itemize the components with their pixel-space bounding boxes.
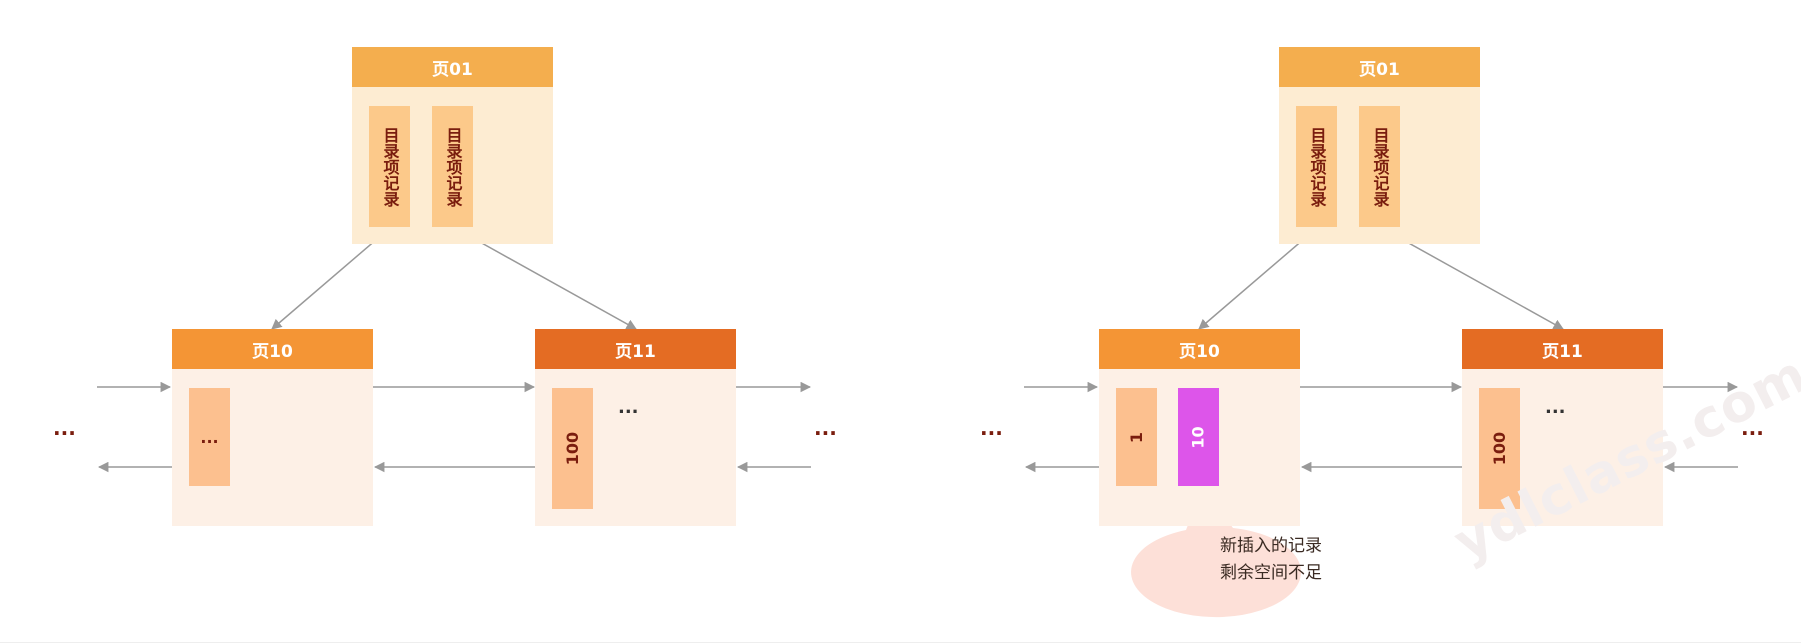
pointer-root-to-page10 [1198,226,1319,330]
page-title: 页10 [1099,329,1300,369]
callout-line-1: 新插入的记录 [1220,536,1322,556]
page-11: 页11 100 ... [1462,329,1663,526]
user-record: 100 [552,388,593,509]
directory-record: 目录项记录 [369,106,410,227]
pointer-root-to-page11 [1379,226,1564,330]
page-10: 页10 1 10 [1099,329,1300,526]
pointer-root-to-page11 [452,226,637,330]
page-title: 页10 [172,329,373,369]
bottom-divider [0,642,1801,643]
user-record: ... [189,388,230,486]
directory-record: 目录项记录 [1359,106,1400,227]
page-title: 页01 [1279,47,1480,87]
callout-line-2: 剩余空间不足 [1220,563,1322,583]
callout-bubble-shape [1131,486,1302,618]
page-title: 页11 [1462,329,1663,369]
record-value: 10 [1188,425,1208,449]
record-value: 100 [563,431,582,466]
user-record: 100 [1479,388,1520,509]
more-records-ellipsis: ... [618,397,639,418]
new-inserted-record: 10 [1178,388,1219,486]
page-01-root: 页01 目录项记录 目录项记录 [352,47,553,244]
record-value: 100 [1490,431,1509,466]
directory-record: 目录项记录 [432,106,473,227]
callout-bubble: 新插入的记录 剩余空间不足 [1186,515,1356,605]
page-10: 页10 ... [172,329,373,526]
page-title: 页11 [535,329,736,369]
more-pages-ellipsis-left: ... [980,416,1003,440]
more-pages-ellipsis-right: ... [1741,416,1764,440]
pointer-root-to-page10 [271,226,392,330]
more-pages-ellipsis-right: ... [814,416,837,440]
more-pages-ellipsis-left: ... [53,416,76,440]
page-title: 页01 [352,47,553,87]
directory-record: 目录项记录 [1296,106,1337,227]
page-01-root: 页01 目录项记录 目录项记录 [1279,47,1480,244]
page-11: 页11 100 ... [535,329,736,526]
more-records-ellipsis: ... [1545,397,1566,418]
record-value: 1 [1126,431,1146,443]
user-record: 1 [1116,388,1157,486]
